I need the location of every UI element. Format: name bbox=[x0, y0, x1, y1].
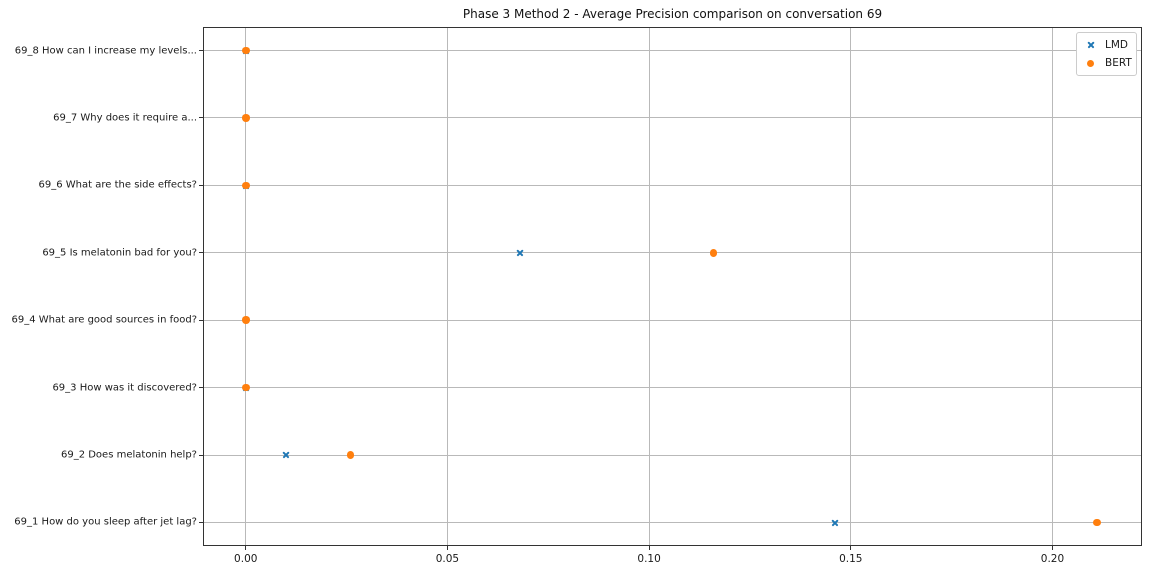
data-point-bert-circle-marker bbox=[346, 451, 355, 459]
y-axis-category-label: 69_5 Is melatonin bad for you? bbox=[42, 247, 197, 259]
x-axis-tick-mark bbox=[1051, 546, 1053, 550]
data-point-bert-circle-marker bbox=[242, 181, 250, 190]
y-axis-tick-mark bbox=[199, 252, 203, 254]
legend-label: LMD bbox=[1105, 39, 1128, 51]
x-axis-tick-mark bbox=[245, 546, 247, 550]
data-point-bert-circle-marker bbox=[709, 249, 718, 257]
data-point-bert-circle-marker bbox=[242, 46, 250, 55]
vertical-gridline bbox=[245, 27, 247, 546]
horizontal-gridline bbox=[203, 184, 1142, 186]
legend-label: BERT bbox=[1105, 57, 1132, 69]
legend-x-glyph bbox=[1087, 41, 1095, 49]
y-axis-tick-mark bbox=[199, 50, 203, 52]
y-axis-tick-mark bbox=[199, 454, 203, 456]
legend-entry-bert: BERT bbox=[1084, 56, 1132, 70]
y-axis-tick-mark bbox=[199, 387, 203, 389]
legend: LMD BERT bbox=[1076, 32, 1137, 76]
data-point-lmd-x-marker bbox=[831, 518, 839, 526]
data-point-bert-circle-marker bbox=[242, 383, 250, 392]
data-point-lmd-x-marker bbox=[282, 451, 290, 459]
horizontal-gridline bbox=[203, 117, 1142, 119]
y-axis-category-label: 69_8 How can I increase my levels... bbox=[14, 45, 197, 57]
y-axis-category-label: 69_4 What are good sources in food? bbox=[11, 314, 197, 326]
horizontal-gridline bbox=[203, 252, 1142, 254]
x-axis-tick-mark bbox=[648, 546, 650, 550]
data-point-lmd-x-marker bbox=[516, 249, 524, 257]
horizontal-gridline bbox=[203, 454, 1142, 456]
vertical-gridline bbox=[446, 27, 448, 546]
data-point-bert-circle-marker bbox=[1093, 518, 1101, 527]
x-axis-tick-label: 0.10 bbox=[637, 553, 661, 565]
horizontal-gridline bbox=[203, 387, 1142, 389]
x-axis-tick-label: 0.00 bbox=[234, 553, 258, 565]
y-axis-tick-mark bbox=[199, 319, 203, 321]
x-axis-tick-mark bbox=[850, 546, 852, 550]
legend-entry-lmd: LMD bbox=[1084, 38, 1130, 52]
vertical-gridline bbox=[648, 27, 650, 546]
plot-frame bbox=[203, 27, 1142, 546]
horizontal-gridline bbox=[203, 521, 1142, 523]
x-axis-tick-label: 0.20 bbox=[1040, 553, 1065, 565]
y-axis-tick-mark bbox=[199, 521, 203, 523]
vertical-gridline bbox=[1051, 27, 1053, 546]
bert-circle-marker-icon bbox=[1084, 58, 1097, 68]
legend-circle-glyph bbox=[1087, 59, 1094, 67]
x-axis-tick-label: 0.15 bbox=[839, 553, 863, 565]
x-axis-tick-label: 0.05 bbox=[435, 553, 460, 565]
horizontal-gridline bbox=[203, 50, 1142, 52]
data-point-bert-circle-marker bbox=[242, 114, 250, 122]
y-axis-category-label: 69_2 Does melatonin help? bbox=[60, 449, 197, 461]
y-axis-tick-mark bbox=[199, 117, 203, 119]
horizontal-gridline bbox=[203, 319, 1142, 321]
vertical-gridline bbox=[850, 27, 852, 546]
chart-title: Phase 3 Method 2 - Average Precision com… bbox=[462, 7, 883, 21]
y-axis-category-label: 69_6 What are the side effects? bbox=[38, 179, 197, 191]
y-axis-tick-mark bbox=[199, 184, 203, 186]
x-axis-tick-mark bbox=[446, 546, 448, 550]
lmd-x-marker-icon bbox=[1084, 40, 1097, 50]
y-axis-category-label: 69_7 Why does it require a... bbox=[53, 112, 197, 124]
data-point-bert-circle-marker bbox=[242, 316, 250, 324]
y-axis-category-label: 69_1 How do you sleep after jet lag? bbox=[14, 516, 197, 528]
y-axis-category-label: 69_3 How was it discovered? bbox=[52, 382, 197, 394]
